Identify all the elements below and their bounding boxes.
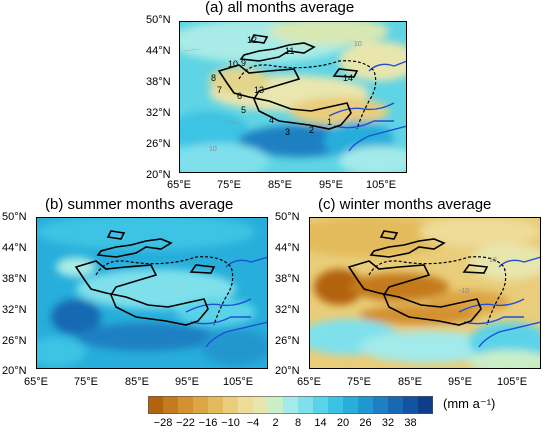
region-6-label: 6 [237,91,242,101]
lon-tick: 105°E [497,376,528,388]
colorbar [148,396,433,414]
colorbar-border [148,396,433,414]
colorbar-tick-label: 32 [381,417,395,429]
lon-tick: 105°E [223,376,254,388]
lat-tick: 20°N [275,365,300,377]
lat-tick: 20°N [2,365,27,377]
lat-tick: 32°N [275,304,300,316]
colorbar-tick-label: −16 [198,417,218,429]
panel-c-map: 10 -10 [309,217,541,369]
lat-tick: 26°N [275,335,300,347]
lon-tick: 65°E [297,376,321,388]
colorbar-swatch [178,396,194,414]
region-3-label: 3 [285,127,290,137]
region-7-label: 7 [217,85,222,95]
lon-tick: 85°E [398,376,422,388]
contour-label: 10 [354,41,362,48]
lat-tick: 44°N [146,45,171,57]
colorbar-tick-label: 2 [272,417,279,429]
lon-tick: 85°E [268,179,292,191]
panel-a-map: 12 11 10 9 8 7 6 13 5 4 3 2 1 14 10 10 [179,21,407,173]
lat-tick: 44°N [275,242,300,254]
lon-tick: 95°E [448,376,472,388]
lon-tick: 95°E [175,376,199,388]
colorbar-swatch [163,396,179,414]
lat-tick: 20°N [146,169,171,181]
colorbar-swatch [388,396,404,414]
colorbar-swatch [148,396,164,414]
colorbar-tick-label: 38 [404,417,417,429]
region-1-label: 1 [327,117,332,127]
lat-tick: 38°N [275,273,300,285]
colorbar-tick-label: 14 [314,417,327,429]
colorbar-swatch [238,396,254,414]
region-8-label: 8 [211,73,216,83]
colorbar-tick-label: −28 [153,417,173,429]
contour-label: 10 [209,146,217,153]
colorbar-swatch [268,396,284,414]
colorbar-swatch [358,396,374,414]
colorbar-tick-label: −22 [176,417,195,429]
colorbar-tick-label: −10 [221,417,240,429]
colorbar-tick-label: −4 [246,417,260,429]
lon-tick: 75°E [217,179,241,191]
lon-tick: 85°E [125,376,149,388]
contour-label: 10 [489,257,497,264]
colorbar-swatch [313,396,329,414]
lat-tick: 50°N [146,14,171,26]
lon-tick: 65°E [167,179,191,191]
lat-tick: 38°N [2,273,27,285]
colorbar-swatch [403,396,419,414]
region-14-label: 14 [343,73,353,83]
lat-tick: 38°N [146,76,171,88]
panel-a-title: (a) all months average [205,0,355,16]
panel-b-map [36,217,268,369]
contour-label: -10 [459,288,469,295]
lat-tick: 50°N [2,211,27,223]
lat-tick: 32°N [2,304,27,316]
panel-c-title: (c) winter months average [318,196,492,213]
lat-tick: 26°N [2,335,27,347]
colorbar-swatch [328,396,344,414]
region-10-label: 10 [228,59,238,69]
region-4-label: 4 [269,115,274,125]
colorbar-tick-label: 8 [294,417,302,429]
lon-tick: 95°E [319,179,343,191]
colorbar-swatch [373,396,389,414]
colorbar-swatch [253,396,269,414]
colorbar-swatch [418,396,433,414]
region-5-label: 5 [241,105,246,115]
colorbar-swatch [343,396,359,414]
lon-tick: 105°E [366,179,397,191]
region-11-label: 11 [285,46,294,56]
colorbar-swatch [208,396,224,414]
lon-tick: 75°E [74,376,98,388]
colorbar-unit: (mm a⁻¹) [443,396,496,411]
colorbar-tick-label: 26 [359,417,372,429]
panel-b-title: (b) summer months average [45,196,234,213]
colorbar-tick-label: 20 [336,417,350,429]
colorbar-swatch [298,396,314,414]
lon-tick: 75°E [347,376,371,388]
lat-tick: 44°N [2,242,27,254]
lat-tick: 26°N [146,138,171,150]
colorbar-swatch [283,396,299,414]
colorbar-swatch [223,396,239,414]
region-2-label: 2 [309,125,314,135]
lat-tick: 32°N [146,107,171,119]
region-12-label: 12 [247,35,257,45]
lon-tick: 65°E [24,376,48,388]
lat-tick: 50°N [275,211,300,223]
colorbar-swatch [193,396,209,414]
region-9-label: 9 [241,58,246,68]
region-13-label: 13 [254,85,264,95]
